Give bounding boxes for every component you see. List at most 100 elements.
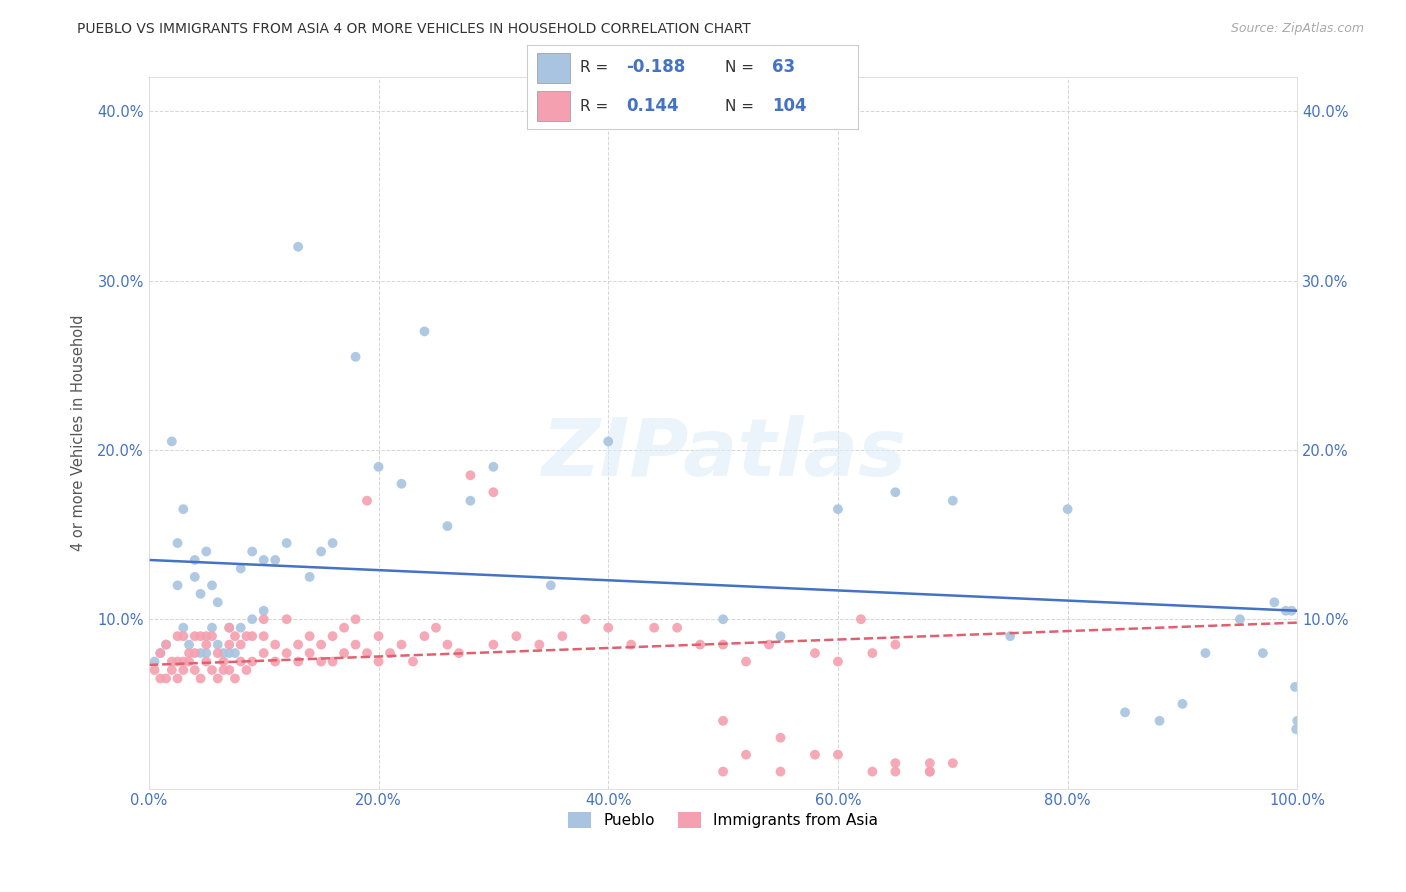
Point: [298, 646, 321, 660]
Point: [769, 731, 792, 745]
Point: [276, 536, 298, 550]
Point: [207, 595, 229, 609]
Point: [184, 646, 207, 660]
Point: [367, 629, 389, 643]
Point: [413, 629, 436, 643]
Point: [172, 629, 194, 643]
Point: [1285, 723, 1308, 737]
Text: 63: 63: [772, 59, 794, 77]
Point: [218, 621, 240, 635]
Point: [529, 638, 551, 652]
Point: [155, 672, 177, 686]
Point: [253, 604, 276, 618]
Point: [322, 629, 344, 643]
Point: [413, 325, 436, 339]
Point: [804, 747, 827, 762]
Point: [598, 434, 620, 449]
Point: [804, 646, 827, 660]
Point: [287, 655, 309, 669]
Point: [264, 655, 287, 669]
Point: [425, 621, 447, 635]
Point: [207, 638, 229, 652]
Point: [240, 544, 263, 558]
Point: [333, 646, 356, 660]
Text: Source: ZipAtlas.com: Source: ZipAtlas.com: [1230, 22, 1364, 36]
Point: [482, 485, 505, 500]
Point: [1194, 646, 1216, 660]
Point: [884, 485, 907, 500]
Point: [689, 638, 711, 652]
Point: [229, 561, 252, 575]
Point: [540, 578, 562, 592]
Point: [235, 629, 257, 643]
Point: [160, 663, 183, 677]
Point: [201, 629, 224, 643]
Point: [184, 629, 207, 643]
Point: [155, 638, 177, 652]
Point: [218, 638, 240, 652]
Point: [344, 612, 367, 626]
Point: [356, 646, 378, 660]
Point: [1056, 502, 1078, 516]
Point: [229, 638, 252, 652]
Point: [551, 629, 574, 643]
Point: [190, 629, 212, 643]
Y-axis label: 4 or more Vehicles in Household: 4 or more Vehicles in Household: [72, 315, 86, 551]
Text: -0.188: -0.188: [627, 59, 686, 77]
Point: [172, 655, 194, 669]
Point: [172, 621, 194, 635]
Point: [758, 638, 780, 652]
Point: [166, 536, 188, 550]
Point: [298, 570, 321, 584]
Point: [264, 638, 287, 652]
Point: [402, 655, 425, 669]
Point: [505, 629, 527, 643]
Point: [212, 663, 235, 677]
Point: [143, 663, 166, 677]
Point: [333, 621, 356, 635]
Point: [160, 655, 183, 669]
Point: [598, 621, 620, 635]
Point: [195, 544, 218, 558]
Point: [1284, 680, 1306, 694]
Point: [287, 638, 309, 652]
Point: [177, 646, 200, 660]
Point: [322, 536, 344, 550]
Point: [391, 638, 413, 652]
Point: [190, 587, 212, 601]
Point: [1263, 595, 1285, 609]
Text: N =: N =: [725, 60, 759, 75]
Point: [201, 578, 224, 592]
Point: [322, 655, 344, 669]
Point: [378, 646, 401, 660]
Point: [224, 672, 246, 686]
Legend: Pueblo, Immigrants from Asia: Pueblo, Immigrants from Asia: [562, 806, 884, 834]
Point: [1251, 646, 1274, 660]
Text: R =: R =: [581, 60, 613, 75]
Point: [201, 621, 224, 635]
Point: [643, 621, 665, 635]
Point: [344, 638, 367, 652]
Point: [827, 747, 849, 762]
Point: [229, 621, 252, 635]
Point: [149, 646, 172, 660]
Point: [190, 646, 212, 660]
Point: [620, 638, 643, 652]
Point: [235, 663, 257, 677]
Point: [240, 629, 263, 643]
Point: [201, 663, 224, 677]
Point: [918, 764, 941, 779]
Text: R =: R =: [581, 99, 619, 114]
Point: [298, 629, 321, 643]
Point: [1286, 714, 1309, 728]
Text: 0.144: 0.144: [627, 97, 679, 115]
Point: [212, 655, 235, 669]
Point: [436, 519, 458, 533]
Point: [207, 672, 229, 686]
Point: [1229, 612, 1251, 626]
Point: [287, 240, 309, 254]
Point: [918, 756, 941, 771]
Point: [942, 756, 965, 771]
Point: [218, 621, 240, 635]
Point: [195, 638, 218, 652]
